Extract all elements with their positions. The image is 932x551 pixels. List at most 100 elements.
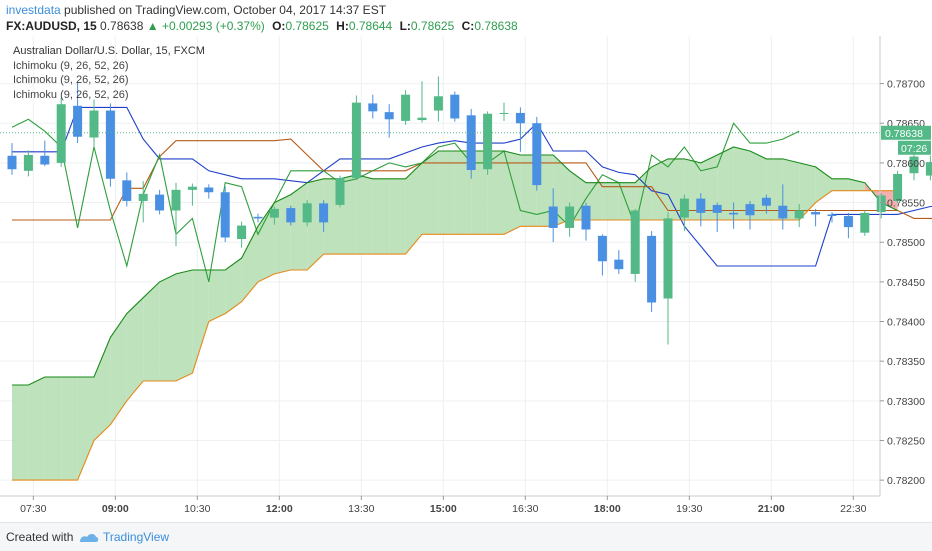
cloud-bullish-segment bbox=[274, 194, 291, 274]
cloud-bullish-segment bbox=[61, 377, 78, 481]
senkou-span-a-line bbox=[12, 146, 898, 386]
price-tick-label: 0.78350 bbox=[887, 356, 925, 368]
candle-down bbox=[466, 115, 476, 171]
candle-up bbox=[56, 104, 66, 163]
candle-up bbox=[433, 96, 443, 111]
candle-down bbox=[597, 235, 607, 262]
cloud-bullish-segment bbox=[471, 151, 488, 235]
cloud-bullish-segment bbox=[733, 147, 750, 220]
candle-up bbox=[335, 177, 345, 205]
tradingview-logo-icon[interactable] bbox=[78, 531, 100, 549]
legend-title: Australian Dollar/U.S. Dollar, 15, FXCM bbox=[13, 45, 205, 57]
cloud-bullish-segment bbox=[241, 226, 258, 302]
candle-up bbox=[417, 117, 427, 121]
candle-up bbox=[89, 110, 99, 138]
candle-up bbox=[630, 210, 640, 274]
open-label: O: bbox=[272, 19, 286, 33]
legend-indicator-3[interactable]: Ichimoku (9, 26, 52, 26) bbox=[13, 88, 129, 101]
candle-down bbox=[105, 110, 115, 179]
price-tick-label: 0.78600 bbox=[887, 158, 925, 170]
candle-down bbox=[368, 103, 378, 112]
chart-legend: Australian Dollar/U.S. Dollar, 15, FXCM … bbox=[13, 44, 205, 102]
candle-down bbox=[450, 94, 460, 119]
candle-down bbox=[729, 212, 739, 215]
footer-bar: Created with TradingView bbox=[0, 522, 932, 551]
countdown-tag bbox=[898, 140, 931, 155]
candle-down bbox=[253, 216, 263, 219]
cloud-bullish-segment bbox=[602, 182, 619, 220]
candle-down bbox=[811, 212, 821, 215]
cloud-bullish-segment bbox=[258, 202, 275, 282]
price-tick-label: 0.78500 bbox=[887, 237, 925, 249]
candle-down bbox=[155, 194, 165, 211]
candle-up bbox=[499, 112, 509, 114]
price-tick-label: 0.78450 bbox=[887, 277, 925, 289]
close-value: 0.78638 bbox=[474, 19, 518, 33]
candle-up bbox=[925, 162, 932, 176]
candle-down bbox=[761, 197, 771, 206]
cloud-bullish-segment bbox=[12, 384, 29, 481]
cloud-bullish-segment bbox=[28, 377, 45, 481]
cloud-bullish-segment bbox=[307, 178, 324, 270]
cloud-bearish-segment bbox=[864, 182, 882, 203]
cloud-bullish-segment bbox=[290, 182, 308, 270]
candle-up bbox=[893, 174, 903, 201]
time-tick-label: 09:00 bbox=[102, 503, 129, 515]
high-label: H: bbox=[336, 19, 349, 33]
price-chart[interactable]: 0.787000.786500.786000.785500.785000.784… bbox=[0, 36, 932, 522]
cloud-bullish-segment bbox=[799, 162, 816, 220]
cloud-bullish-segment bbox=[372, 178, 390, 255]
candle-up bbox=[794, 210, 804, 219]
candle-down bbox=[40, 155, 50, 165]
candle-up bbox=[483, 113, 493, 170]
change-arrow-icon: ▲ bbox=[146, 19, 159, 33]
candle-down bbox=[384, 112, 394, 120]
candle-up bbox=[269, 208, 279, 218]
last-price-tag bbox=[881, 125, 931, 140]
candle-up bbox=[23, 154, 33, 171]
candle-up bbox=[401, 94, 411, 121]
publish-info: published on TradingView.com, October 04… bbox=[60, 3, 387, 17]
cloud-bullish-segment bbox=[143, 281, 160, 381]
open-value: 0.78625 bbox=[285, 19, 329, 33]
cloud-bullish-segment bbox=[832, 178, 849, 191]
cloud-bullish-segment bbox=[176, 269, 193, 381]
cloud-bullish-segment bbox=[77, 377, 94, 481]
publish-line: investdata published on TradingView.com,… bbox=[6, 3, 386, 17]
cloud-bullish-segment bbox=[848, 178, 865, 191]
candle-up bbox=[663, 218, 673, 299]
cloud-bullish-segment bbox=[487, 151, 504, 235]
cloud-bullish-segment bbox=[192, 269, 209, 374]
tradingview-brand-link[interactable]: TradingView bbox=[103, 530, 170, 544]
price-tick-label: 0.78250 bbox=[887, 435, 925, 447]
header-bar: investdata published on TradingView.com,… bbox=[0, 0, 932, 36]
close-label: C: bbox=[461, 19, 475, 33]
time-tick-label: 18:00 bbox=[594, 503, 621, 515]
price-tick-label: 0.78700 bbox=[887, 79, 925, 91]
candle-down bbox=[220, 192, 230, 238]
low-label: L: bbox=[399, 19, 411, 33]
price-tick-label: 0.78200 bbox=[887, 475, 925, 487]
candle-up bbox=[876, 195, 886, 213]
cloud-bullish-segment bbox=[438, 151, 455, 235]
cloud-bullish-segment bbox=[405, 162, 422, 255]
tenkan-sen-line bbox=[12, 106, 932, 267]
chart-area[interactable]: 0.78700 0.78650 0.78600 0.78550 0.78500 0.784… bbox=[0, 36, 932, 522]
cloud-bullish-segment bbox=[94, 337, 111, 441]
cloud-bullish-segment bbox=[504, 151, 521, 235]
last-price: 0.78638 bbox=[100, 19, 144, 33]
candle-down bbox=[581, 205, 591, 230]
legend-indicator-1[interactable]: Ichimoku (9, 26, 52, 26) bbox=[13, 59, 129, 72]
candle-down bbox=[532, 123, 542, 186]
candle-down bbox=[122, 180, 132, 201]
candle-up bbox=[679, 198, 689, 218]
author-link[interactable]: investdata bbox=[6, 3, 61, 17]
legend-indicator-2[interactable]: Ichimoku (9, 26, 52, 26) bbox=[13, 74, 129, 86]
candle-down bbox=[548, 206, 558, 228]
cloud-bullish-segment bbox=[225, 258, 242, 314]
time-tick-label: 16:30 bbox=[512, 503, 538, 515]
cloud-bullish-segment bbox=[110, 313, 127, 425]
price-tick-label: 0.78550 bbox=[887, 198, 925, 210]
cloud-bullish-segment bbox=[159, 273, 176, 381]
cloud-bullish-segment bbox=[422, 151, 439, 235]
